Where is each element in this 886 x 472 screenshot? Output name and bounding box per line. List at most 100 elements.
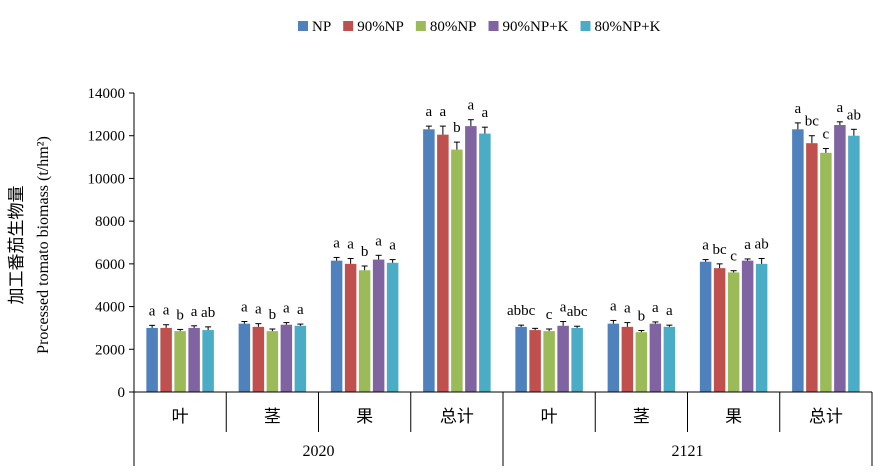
bar: [423, 129, 435, 393]
significance-letter: a: [149, 303, 156, 319]
y-axis-label-cn: 加工番茄生物量: [7, 186, 27, 305]
significance-letter: a: [837, 100, 844, 116]
bar: [699, 261, 712, 392]
bar: [820, 152, 832, 392]
significance-letter: b: [176, 307, 184, 323]
bar: [372, 259, 385, 392]
significance-letter: abbc: [507, 303, 536, 319]
y-tick-label: 10000: [88, 171, 126, 187]
category-label: 总计: [809, 407, 843, 427]
bar: [557, 325, 569, 392]
significance-letter: a: [163, 303, 170, 319]
bar: [358, 270, 371, 392]
significance-letter: a: [375, 233, 382, 249]
bar: [713, 268, 726, 392]
significance-letter: ab: [201, 305, 215, 321]
significance-letter: ab: [755, 237, 769, 253]
category-label: 叶: [541, 407, 558, 427]
significance-letter: a: [347, 237, 354, 253]
y-axis: 0 2000 4000 6000 8000 10000 12000 14000: [88, 86, 135, 401]
significance-letter: b: [453, 120, 461, 136]
significance-letter: a: [255, 302, 262, 318]
legend-swatch: [298, 21, 308, 31]
category-label: 总计: [440, 407, 474, 427]
significance-letter: a: [440, 104, 447, 120]
significance-letter: a: [666, 303, 673, 319]
bar: [451, 149, 463, 392]
legend-label: 90%NP+K: [503, 19, 569, 35]
significance-letter: c: [730, 249, 737, 265]
significance-letter: a: [795, 101, 802, 117]
significance-letter: c: [546, 307, 553, 323]
significance-letter: ab: [847, 107, 861, 123]
significance-letter: a: [624, 301, 631, 317]
bar: [146, 327, 158, 392]
legend-swatch: [488, 21, 499, 31]
bar: [607, 323, 620, 392]
y-tick-label: 4000: [95, 300, 125, 316]
bar: [543, 331, 555, 392]
bar: [160, 327, 172, 392]
y-tick-label: 0: [118, 385, 126, 401]
legend-swatch: [580, 21, 591, 31]
significance-letter: a: [297, 302, 304, 318]
bar: [238, 323, 251, 392]
bar: [649, 323, 662, 392]
significance-letter: a: [333, 235, 340, 251]
bar: [515, 326, 527, 392]
bar: [437, 134, 449, 392]
y-tick-label: 12000: [88, 129, 126, 145]
bar: [834, 125, 846, 393]
significance-letter: a: [560, 300, 567, 316]
legend-swatch: [415, 21, 426, 31]
bar: [741, 260, 754, 392]
significance-letter: b: [269, 307, 277, 323]
bar: [344, 263, 357, 392]
y-tick-label: 2000: [95, 342, 125, 358]
bar: [663, 326, 676, 392]
significance-letter: a: [241, 300, 248, 316]
bar: [571, 327, 583, 392]
y-tick-label: 8000: [95, 214, 125, 230]
category-label: 果: [356, 407, 373, 427]
y-tick-label: 6000: [95, 257, 125, 273]
bar: [294, 325, 307, 392]
bar: [635, 332, 648, 392]
bar: [755, 263, 768, 392]
bar: [621, 326, 634, 392]
bar: [529, 330, 541, 392]
bar: [202, 330, 214, 392]
significance-letter: a: [744, 237, 751, 253]
legend: NP 90%NP 80%NP 90%NP+K 80%NP+K: [298, 19, 661, 35]
bar: [188, 327, 200, 392]
bar: [252, 326, 265, 392]
significance-letter: bc: [713, 242, 728, 258]
significance-letter: b: [638, 308, 646, 324]
group-label: 2121: [672, 443, 704, 460]
bar: [792, 129, 804, 393]
y-axis-label-en: Processed tomato biomass (t/hm²): [35, 136, 52, 354]
bar: [806, 143, 818, 392]
bar: [174, 331, 186, 392]
significance-letter: abc: [567, 304, 588, 320]
significance-letter: a: [702, 238, 709, 254]
significance-letter: a: [652, 300, 659, 316]
bar: [465, 126, 477, 392]
bar: [266, 331, 279, 392]
bar: [280, 324, 293, 392]
significance-letter: a: [610, 298, 617, 314]
category-label: 叶: [172, 407, 189, 427]
significance-letter: a: [426, 104, 433, 120]
category-label: 茎: [264, 407, 281, 427]
significance-letter: bc: [805, 114, 820, 130]
bar: [330, 260, 343, 392]
category-label: 果: [725, 407, 742, 427]
significance-letter: a: [468, 98, 475, 114]
significance-letter: c: [823, 127, 830, 143]
significance-letter: a: [389, 238, 396, 254]
bar: [386, 262, 399, 392]
significance-letter: a: [283, 301, 290, 317]
y-tick-label: 14000: [88, 86, 126, 102]
